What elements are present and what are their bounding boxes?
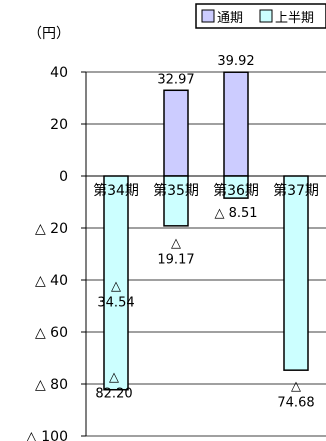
y-tick-label: △ 60	[35, 325, 68, 341]
data-label-full-year: 32.97	[157, 72, 194, 87]
data-label-half-year: △ 74.68	[277, 379, 314, 410]
data-label-half-year: △ 19.17	[157, 236, 194, 267]
unit-label: （円）	[28, 26, 70, 42]
legend-label-full-year: 通期	[217, 11, 243, 26]
bar-full-year	[163, 89, 189, 177]
data-label-half-year-value: △ 82.20	[95, 370, 132, 401]
legend-swatch-half-year	[259, 9, 273, 23]
y-tick-label: 20	[50, 117, 68, 133]
y-tick-label: △ 20	[35, 221, 68, 237]
y-tick-label: 0	[59, 169, 68, 185]
y-tick-label: △ 80	[35, 377, 68, 393]
data-label-full-year: 39.92	[217, 54, 254, 69]
y-tick-label: △ 40	[35, 273, 68, 289]
y-tick-label: △ 100	[26, 429, 68, 441]
y-tick-labels: 40 20 0 △ 20 △ 40 △ 60 △ 80 △ 100	[26, 65, 86, 441]
x-tick-labels: 第34期 第35期 第36期 第37期	[93, 182, 319, 199]
bar-full-year	[223, 71, 249, 177]
legend: 通期 上半期	[195, 3, 326, 29]
bar-half-year	[163, 175, 189, 227]
bar-half-year	[283, 175, 309, 371]
legend-label-half-year: 上半期	[275, 11, 314, 26]
x-tick-label: 第37期	[273, 182, 319, 199]
legend-swatch-full-year	[201, 9, 215, 23]
x-tick-label: 第35期	[153, 182, 199, 199]
x-tick-label: 第34期	[93, 182, 139, 199]
bar-half-year	[103, 175, 129, 391]
x-tick-label: 第36期	[213, 182, 259, 199]
data-labels: 32.97 39.92 △ 34.54 △ 19.17 △ 8.51 △ 74.68 △ 82.20	[95, 54, 314, 410]
data-label-half-year: △ 8.51	[214, 206, 257, 221]
data-label-half-year: △ 34.54	[97, 279, 134, 310]
bars	[103, 71, 309, 391]
y-tick-label: 40	[50, 65, 68, 81]
